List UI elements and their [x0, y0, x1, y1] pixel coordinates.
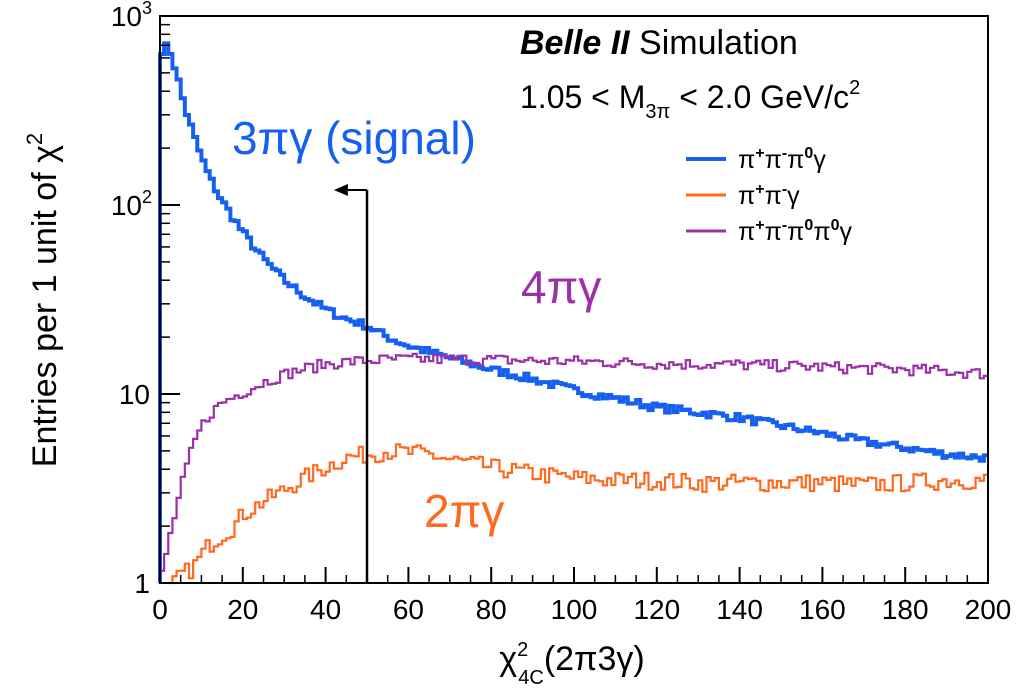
legend-label-part: π	[813, 218, 830, 246]
x-tick-label: 40	[310, 594, 341, 625]
legend-label-part: π	[738, 218, 755, 246]
legend-label-part: π	[738, 182, 755, 210]
mass-range-sup: 2	[849, 77, 860, 99]
legend-label-2: π+π-π0π0γ	[738, 217, 852, 246]
series-layer	[158, 41, 988, 585]
x-tick-label: 140	[716, 594, 763, 625]
series-0-line	[158, 41, 988, 583]
x-tick-label: 160	[799, 594, 846, 625]
legend-label-part: -	[782, 217, 787, 234]
legend-label-part: 0	[831, 217, 840, 234]
annotation-2pi: 2πγ	[424, 485, 504, 537]
legend-label-part: -	[782, 145, 787, 162]
y-tick-label: 1	[134, 568, 150, 599]
y-tick-exp: 2	[142, 187, 152, 207]
x-tick-label: 180	[882, 594, 929, 625]
header-bold: Belle II	[520, 24, 631, 62]
x-tick-label: 60	[393, 594, 424, 625]
legend-label-part: π	[765, 146, 782, 174]
y-tick-label: 102	[111, 187, 152, 221]
legend-label-part: π	[765, 182, 782, 210]
legend-label-part: +	[755, 181, 764, 198]
legend-label-part: 0	[804, 217, 813, 234]
x-tick-label: 200	[965, 594, 1012, 625]
header-rest: Simulation	[630, 24, 798, 62]
y-axis-title-main: Entries per 1 unit of χ	[26, 145, 64, 467]
series-0	[158, 41, 988, 583]
x-tick-label: 0	[152, 594, 168, 625]
annotation-4pi: 4πγ	[521, 261, 601, 313]
cut-arrow-head	[333, 184, 348, 197]
x-tick-label: 100	[551, 594, 598, 625]
y-tick-exp: 3	[142, 0, 152, 18]
series-2-line	[158, 352, 988, 583]
series-1	[168, 443, 988, 585]
legend-label-part: +	[755, 217, 764, 234]
legend-label-part: +	[755, 145, 764, 162]
legend-label-1: π+π-γ	[738, 181, 800, 210]
mass-range-right: < 2.0 GeV/c	[670, 79, 849, 115]
mass-range-left: 1.05 < M	[520, 79, 645, 115]
x-axis-title: χ2 4C(2π3γ)	[499, 639, 644, 689]
series-2	[158, 352, 988, 583]
mass-range-sub: 3π	[645, 101, 670, 123]
legend-label-part: π	[765, 218, 782, 246]
x-tick-label: 80	[476, 594, 507, 625]
legend-label-part: π	[787, 218, 804, 246]
x-axis-title-rest: (2π3γ)	[544, 640, 645, 678]
y-tick-label: 103	[111, 0, 152, 32]
header-title: Belle II Simulation	[520, 24, 798, 62]
legend-label-part: π	[787, 146, 804, 174]
header-mass-range: 1.05 < M3π < 2.0 GeV/c2	[520, 77, 860, 123]
x-tick-label: 120	[633, 594, 680, 625]
legend-label-part: γ	[813, 146, 826, 174]
x-axis-title-chi: χ	[499, 640, 517, 678]
legend-label-part: -	[782, 181, 787, 198]
y-axis-title-sup: 2	[22, 133, 47, 145]
y-tick-base: 10	[111, 1, 142, 32]
legend-label-0: π+π-π0γ	[738, 145, 826, 174]
x-axis-title-sup: 2	[517, 639, 528, 661]
y-tick-label: 10	[119, 379, 150, 410]
y-axis-title: Entries per 1 unit of χ2	[22, 133, 64, 467]
legend-label-part: π	[738, 146, 755, 174]
x-tick-label: 20	[227, 594, 258, 625]
y-tick-base: 10	[111, 190, 142, 221]
legend-label-part: 0	[804, 145, 813, 162]
series-1-line	[168, 443, 988, 585]
x-axis-title-sub: 4C	[518, 667, 544, 689]
annotation-signal: 3πγ (signal)	[232, 112, 476, 164]
cut-marker	[333, 184, 369, 583]
legend-label-part: γ	[787, 182, 800, 210]
legend-label-part: γ	[839, 218, 852, 246]
